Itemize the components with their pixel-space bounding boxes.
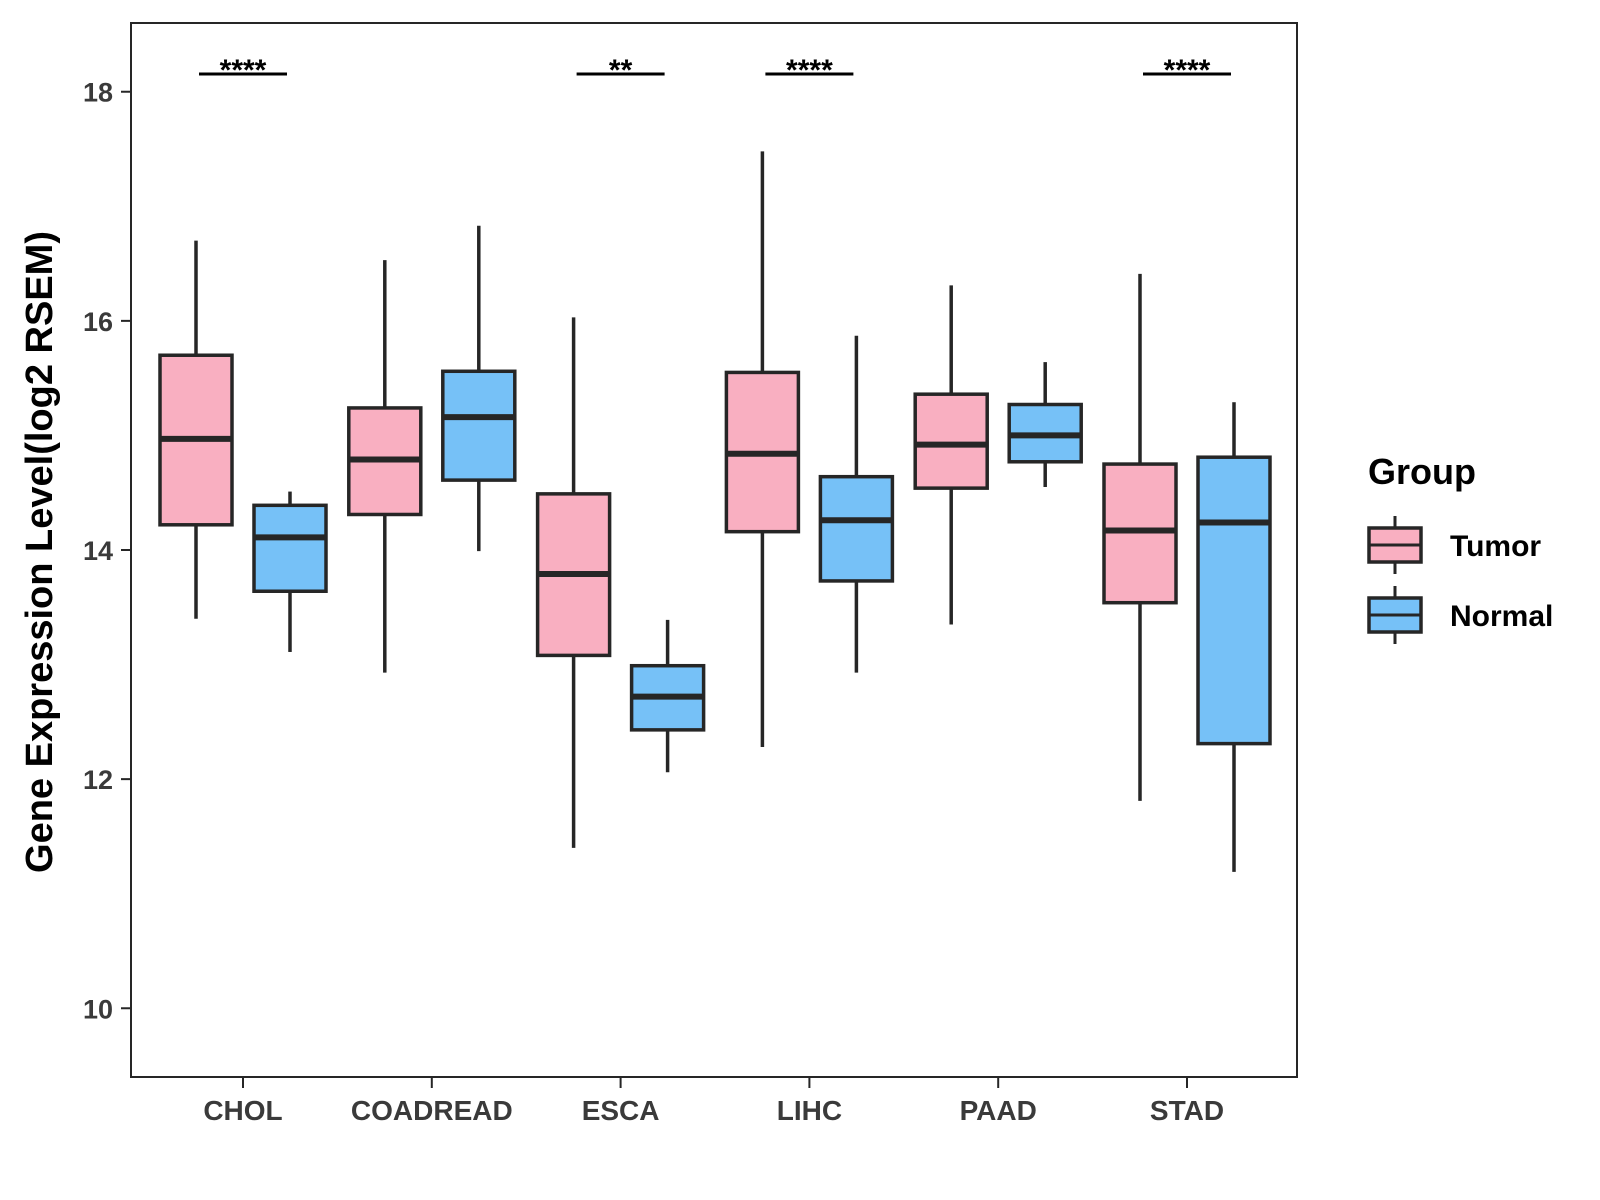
box-tumor-paad	[913, 285, 989, 625]
significance-label: **	[609, 54, 633, 87]
box-normal-lihc	[818, 335, 895, 673]
box-normal-coadread	[441, 225, 517, 552]
box-body	[252, 503, 328, 593]
box-body	[913, 392, 989, 490]
legend-title: Group	[1368, 451, 1476, 492]
x-tick-label: COADREAD	[351, 1095, 513, 1126]
y-tick-label: 18	[83, 78, 113, 108]
x-tick-label: PAAD	[960, 1095, 1037, 1126]
box-tumor-chol	[158, 240, 234, 619]
box-tumor-coadread	[347, 260, 423, 673]
plot-area: 10 12 14 16 18 CHOL COADREAD ESCA LIHC PAAD STAD **…	[83, 22, 1298, 1126]
y-tick-label: 14	[83, 536, 113, 566]
box-tumor-esca	[535, 317, 612, 848]
box-tumor-stad	[1102, 273, 1178, 801]
y-tick-label: 16	[83, 307, 113, 337]
legend-label: Tumor	[1450, 530, 1541, 563]
significance-label: ****	[786, 54, 833, 87]
significance-label: ****	[1164, 54, 1211, 87]
legend: Group Tumor Normal	[1367, 451, 1553, 644]
legend-item-tumor: Tumor	[1367, 516, 1541, 574]
box-body	[818, 474, 895, 583]
x-tick-label: ESCA	[582, 1095, 660, 1126]
significance-label: ****	[220, 54, 267, 87]
x-tick-label: LIHC	[777, 1095, 842, 1126]
box-normal-chol	[252, 491, 328, 652]
box-normal-paad	[1007, 362, 1083, 487]
box-normal-stad	[1196, 402, 1272, 872]
box-normal-esca	[629, 619, 706, 773]
y-axis-label: Gene Expression Level(log2 RSEM)	[19, 231, 61, 873]
x-tick-label: CHOL	[203, 1095, 282, 1126]
box-tumor-lihc	[724, 151, 801, 748]
x-tick-label: STAD	[1150, 1095, 1224, 1126]
y-tick-label: 12	[83, 765, 113, 795]
legend-item-normal: Normal	[1367, 586, 1553, 644]
legend-label: Normal	[1450, 600, 1553, 633]
box-body	[441, 369, 517, 482]
box-body	[1196, 455, 1272, 746]
y-tick-label: 10	[83, 994, 113, 1024]
